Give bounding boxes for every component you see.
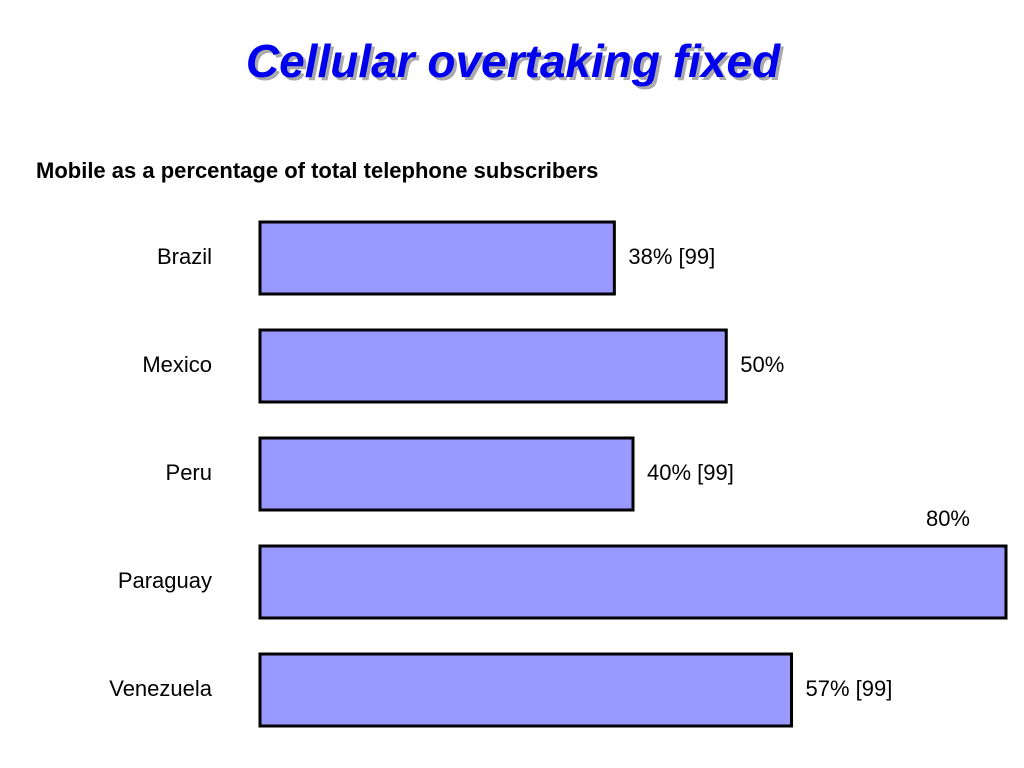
value-label: 50% <box>740 352 784 377</box>
value-label: 80% <box>926 506 970 531</box>
category-label: Peru <box>166 460 212 485</box>
value-label: 40% [99] <box>647 460 734 485</box>
category-label: Paraguay <box>118 568 212 593</box>
bar <box>258 436 635 512</box>
chart-subtitle: Mobile as a percentage of total telephon… <box>36 158 598 183</box>
bar <box>258 652 794 728</box>
bar <box>258 328 728 404</box>
value-label: 57% [99] <box>806 676 893 701</box>
bar <box>258 544 1008 620</box>
chart-title: Cellular overtaking fixed <box>246 35 781 87</box>
value-label: 38% [99] <box>628 244 715 269</box>
title-shadow: Cellular overtaking fixed <box>249 38 784 90</box>
category-label: Brazil <box>157 244 212 269</box>
category-label: Venezuela <box>109 676 213 701</box>
category-label: Mexico <box>142 352 212 377</box>
bar <box>258 220 616 296</box>
